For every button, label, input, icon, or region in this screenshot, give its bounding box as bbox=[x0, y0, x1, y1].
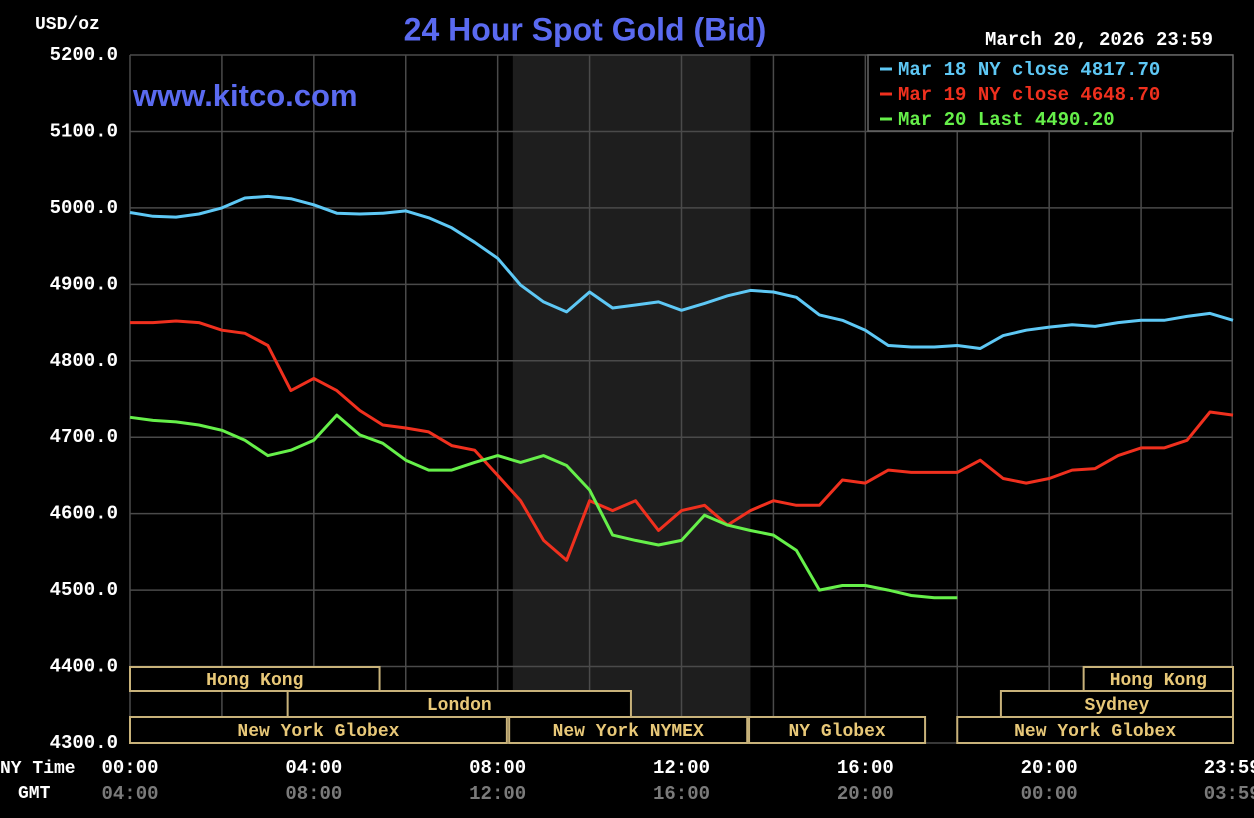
timestamp: March 20, 2026 23:59 bbox=[985, 29, 1213, 51]
x2-tick-label: 08:00 bbox=[285, 783, 342, 805]
y-tick-label: 4400.0 bbox=[50, 656, 118, 678]
legend-label: Mar 19 NY close 4648.70 bbox=[898, 84, 1160, 106]
x2-tick-label: 03:59 bbox=[1204, 783, 1254, 805]
y-tick-label: 5000.0 bbox=[50, 197, 118, 219]
watermark: www.kitco.com bbox=[132, 78, 358, 113]
session-box bbox=[956, 716, 1234, 744]
x-tick-label: 23:59 bbox=[1204, 757, 1254, 779]
series-line bbox=[129, 194, 1234, 350]
session-box bbox=[508, 716, 749, 744]
legend-label: Mar 20 Last 4490.20 bbox=[898, 109, 1115, 131]
session-box bbox=[748, 716, 927, 744]
session-label: London bbox=[427, 696, 492, 716]
session-label: New York Globex bbox=[1014, 722, 1176, 742]
x2-tick-label: 12:00 bbox=[469, 783, 526, 805]
y-tick-label: 4900.0 bbox=[50, 273, 118, 295]
session-box bbox=[999, 690, 1234, 718]
x-axis-label: NY Time bbox=[0, 759, 76, 779]
y-tick-label: 4500.0 bbox=[50, 579, 118, 601]
x2-tick-label: 00:00 bbox=[1021, 783, 1078, 805]
session-label: Sydney bbox=[1085, 696, 1150, 716]
series-line bbox=[129, 413, 958, 600]
x2-tick-label: 04:00 bbox=[101, 783, 158, 805]
y-tick-label: 5200.0 bbox=[50, 44, 118, 66]
session-label: NY Globex bbox=[788, 722, 885, 742]
session-box bbox=[129, 716, 508, 744]
session-label: Hong Kong bbox=[206, 671, 303, 691]
y-tick-label: 4800.0 bbox=[50, 350, 118, 372]
y-axis-label: USD/oz bbox=[35, 15, 100, 35]
x2-axis-label: GMT bbox=[18, 784, 51, 804]
series-line bbox=[130, 319, 1234, 562]
session-box bbox=[1082, 666, 1234, 692]
session-label: New York NYMEX bbox=[553, 722, 704, 742]
legend-box bbox=[867, 54, 1234, 132]
x-tick-label: 00:00 bbox=[101, 757, 158, 779]
x-tick-label: 04:00 bbox=[285, 757, 342, 779]
legend-label: Mar 18 NY close 4817.70 bbox=[898, 59, 1160, 81]
x2-tick-label: 16:00 bbox=[653, 783, 710, 805]
y-tick-label: 5100.0 bbox=[50, 120, 118, 142]
chart-title: 24 Hour Spot Gold (Bid) bbox=[404, 11, 767, 47]
x-tick-label: 20:00 bbox=[1021, 757, 1078, 779]
session-label: New York Globex bbox=[237, 722, 399, 742]
x2-tick-label: 20:00 bbox=[837, 783, 894, 805]
y-tick-label: 4700.0 bbox=[50, 426, 118, 448]
session-box bbox=[129, 666, 381, 692]
x-tick-label: 12:00 bbox=[653, 757, 710, 779]
x-tick-label: 08:00 bbox=[469, 757, 526, 779]
shaded-region bbox=[512, 55, 751, 743]
y-tick-label: 4600.0 bbox=[50, 503, 118, 525]
x-tick-label: 16:00 bbox=[837, 757, 894, 779]
y-tick-label: 4300.0 bbox=[50, 732, 118, 754]
session-label: Hong Kong bbox=[1110, 671, 1207, 691]
